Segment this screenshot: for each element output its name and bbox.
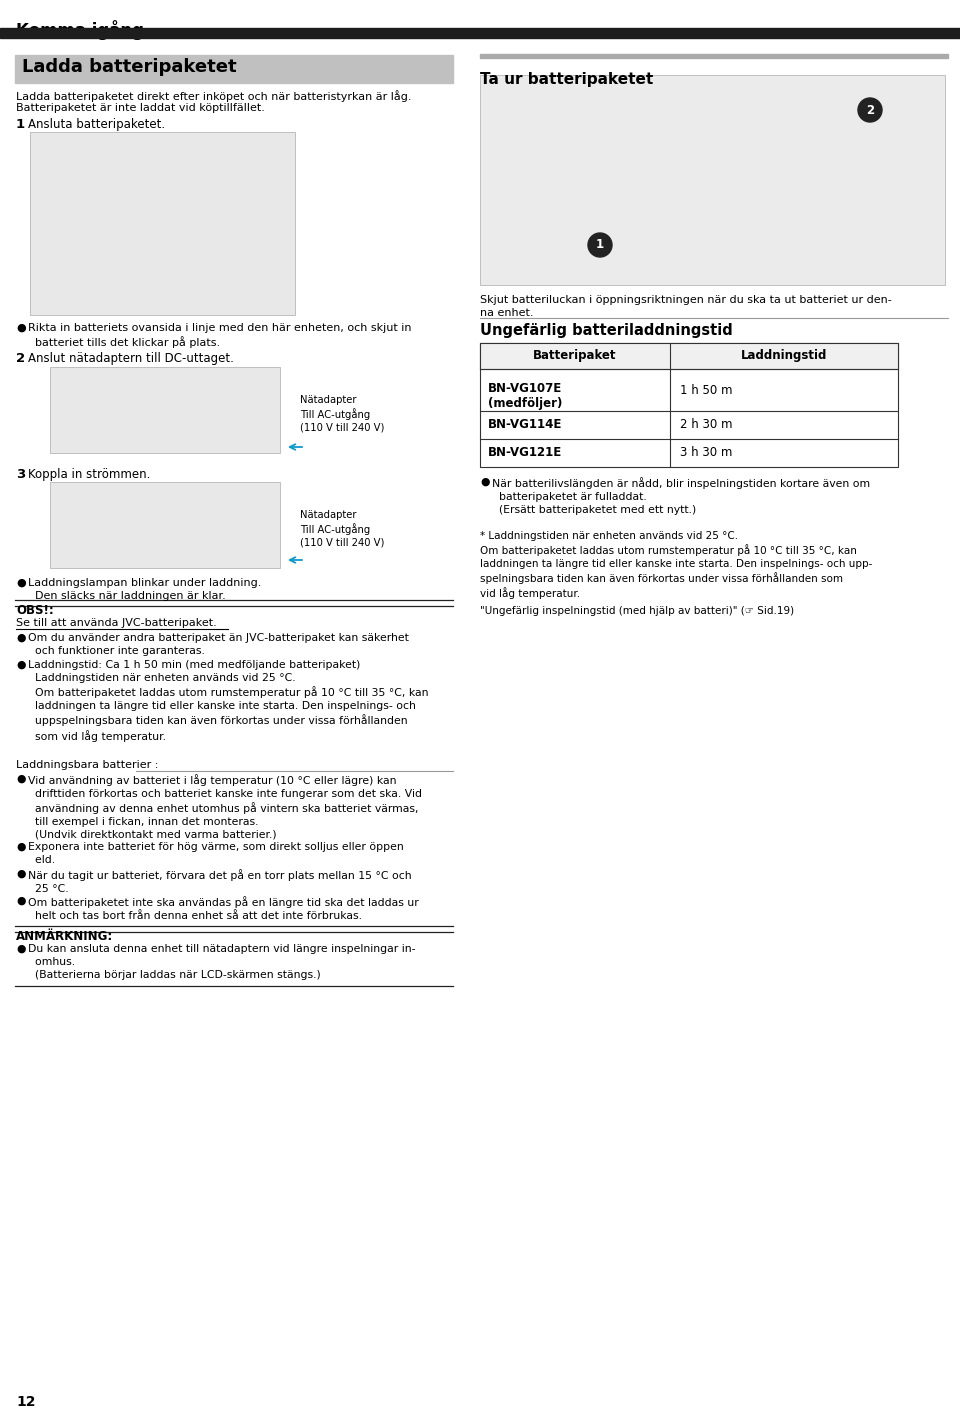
Text: När du tagit ur batteriet, förvara det på en torr plats mellan 15 °C och
  25 °C: När du tagit ur batteriet, förvara det p… [28,869,412,893]
Text: 12: 12 [16,1395,36,1409]
Text: Rikta in batteriets ovansida i linje med den här enheten, och skjut in
  batteri: Rikta in batteriets ovansida i linje med… [28,324,412,349]
Text: ●: ● [16,774,26,784]
Bar [30,131,295,315]
Text: Ungefärlig batteriladdningstid: Ungefärlig batteriladdningstid [480,324,732,338]
Bar [50,482,280,568]
Circle shape [588,233,612,257]
Text: Vid användning av batteriet i låg temperatur (10 °C eller lägre) kan
  drifttide: Vid användning av batteriet i låg temper… [28,774,422,839]
Text: Exponera inte batteriet för hög värme, som direkt solljus eller öppen
  eld.: Exponera inte batteriet för hög värme, s… [28,842,404,865]
Text: ●: ● [16,944,26,954]
Text: "Ungefärlig inspelningstid (med hjälp av batteri)" (☞ Sid.19): "Ungefärlig inspelningstid (med hjälp av… [480,606,794,616]
Text: BN-VG107E
(medföljer): BN-VG107E (medföljer) [488,382,563,411]
Text: Om du använder andra batteripaket än JVC-batteripaket kan säkerhet
  och funktio: Om du använder andra batteripaket än JVC… [28,633,409,656]
Text: Laddningstid: Ca 1 h 50 min (med medföljande batteripaket)
  Laddningstiden när : Laddningstid: Ca 1 h 50 min (med medfölj… [28,660,428,742]
Text: 1 h 50 m: 1 h 50 m [680,383,732,397]
Text: ●: ● [16,842,26,852]
Text: Anslut nätadaptern till DC-uttaget.: Anslut nätadaptern till DC-uttaget. [28,352,234,365]
Text: Nätadapter
Till AC-utgång
(110 V till 240 V): Nätadapter Till AC-utgång (110 V till 24… [300,396,384,432]
Bar [15,55,453,83]
Text: 1: 1 [596,239,604,252]
Text: Batteripaketet är inte laddat vid köptillfället.: Batteripaketet är inte laddat vid köptil… [16,103,265,113]
Text: Ansluta batteripaketet.: Ansluta batteripaketet. [28,119,165,131]
Text: Ladda batteripaketet: Ladda batteripaketet [22,58,236,76]
Text: 2: 2 [16,352,25,365]
Text: 2 h 30 m: 2 h 30 m [680,418,732,431]
Text: ●: ● [16,660,26,670]
Text: Batteripaket: Batteripaket [533,349,616,363]
Text: Laddningsbara batterier :: Laddningsbara batterier : [16,760,158,770]
Text: ●: ● [16,633,26,643]
Text: ●: ● [16,896,26,906]
Text: Ta ur batteripaketet: Ta ur batteripaketet [480,72,653,88]
Text: Nätadapter
Till AC-utgång
(110 V till 240 V): Nätadapter Till AC-utgång (110 V till 24… [300,510,384,547]
Text: Laddningstid: Laddningstid [741,349,828,363]
Bar [480,54,948,58]
Text: ●: ● [16,578,26,588]
Text: Du kan ansluta denna enhet till nätadaptern vid längre inspelningar in-
  omhus.: Du kan ansluta denna enhet till nätadapt… [28,944,416,979]
Text: Laddningslampan blinkar under laddning.
  Den släcks när laddningen är klar.: Laddningslampan blinkar under laddning. … [28,578,261,601]
Text: Ladda batteripaketet direkt efter inköpet och när batteristyrkan är låg.: Ladda batteripaketet direkt efter inköpe… [16,90,412,102]
Bar [0,28,960,38]
Text: BN-VG121E: BN-VG121E [488,447,563,459]
Text: Koppla in strömmen.: Koppla in strömmen. [28,468,151,480]
Text: Om batteripaketet inte ska användas på en längre tid ska det laddas ur
  helt oc: Om batteripaketet inte ska användas på e… [28,896,419,921]
Text: Se till att använda JVC-batteripaket.: Se till att använda JVC-batteripaket. [16,617,217,627]
Bar [480,75,945,285]
Text: Komma igång: Komma igång [16,20,144,40]
Text: Skjut batteriluckan i öppningsriktningen när du ska ta ut batteriet ur den-
na e: Skjut batteriluckan i öppningsriktningen… [480,295,892,318]
Text: ●: ● [16,869,26,879]
Text: 2: 2 [866,103,874,116]
Bar [50,367,280,454]
Text: 1: 1 [16,119,25,131]
Text: * Laddningstiden när enheten används vid 25 °C.: * Laddningstiden när enheten används vid… [480,531,738,541]
Text: OBS!:: OBS!: [16,603,54,617]
Bar [480,343,898,369]
Text: När batterilivslängden är nådd, blir inspelningstiden kortare även om
  batterip: När batterilivslängden är nådd, blir ins… [492,478,870,514]
Text: Om batteripaketet laddas utom rumstemperatur på 10 °C till 35 °C, kan
laddningen: Om batteripaketet laddas utom rumstemper… [480,544,873,599]
Text: ●: ● [16,324,26,333]
Bar [480,343,898,468]
Text: BN-VG114E: BN-VG114E [488,418,563,431]
Text: 3 h 30 m: 3 h 30 m [680,447,732,459]
Text: ●: ● [480,478,490,487]
Text: ANMÄRKNING:: ANMÄRKNING: [16,930,113,942]
Text: 3: 3 [16,468,25,480]
Circle shape [858,97,882,122]
